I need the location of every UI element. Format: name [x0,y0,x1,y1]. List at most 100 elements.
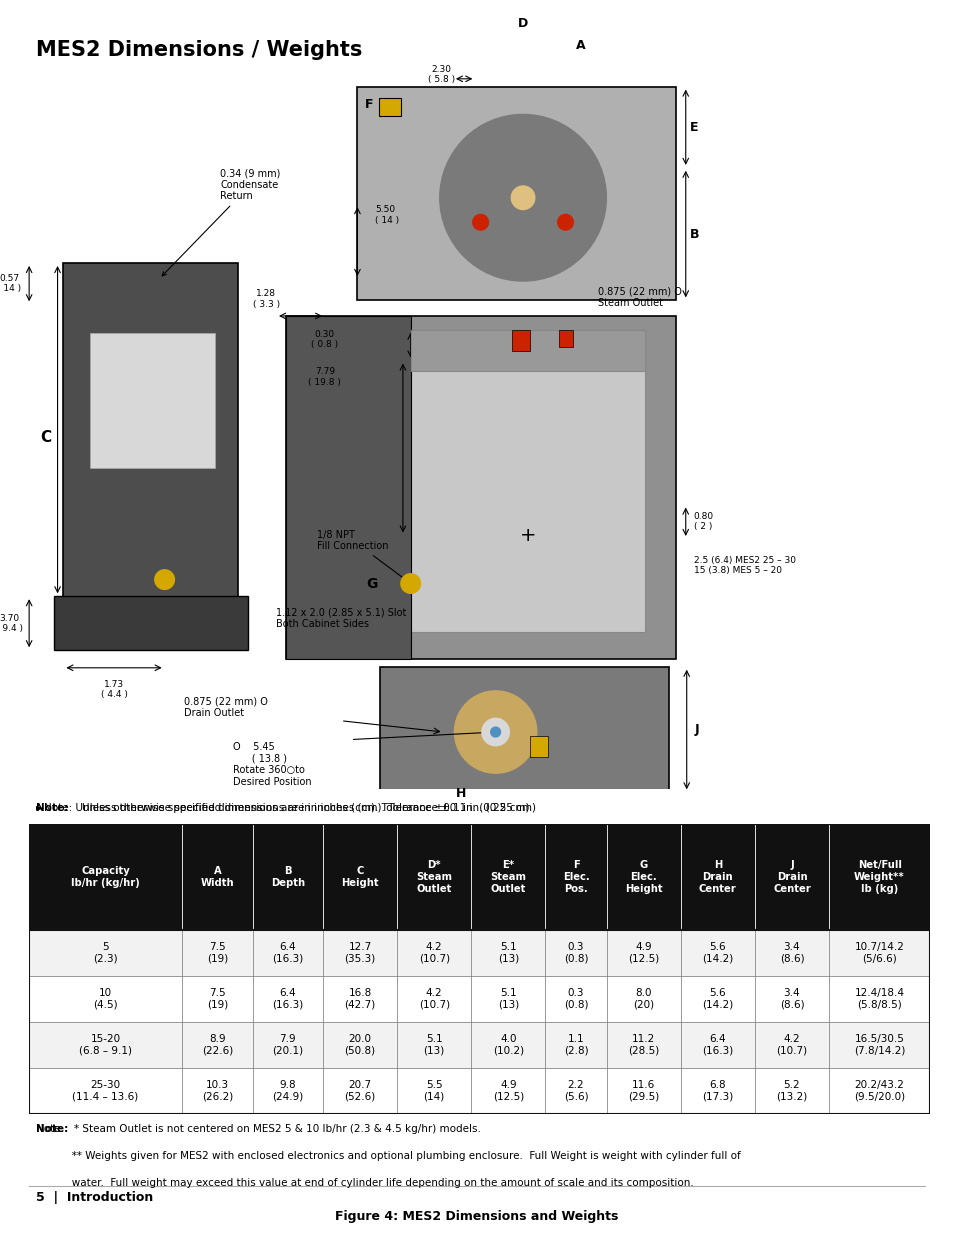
Circle shape [400,574,420,593]
Text: 8.0
(20): 8.0 (20) [633,988,654,1010]
Text: 5  |  Introduction: 5 | Introduction [36,1191,153,1204]
Text: 2.5 (6.4) MES2 25 – 30
15 (3.8) MES 5 – 20: 2.5 (6.4) MES2 25 – 30 15 (3.8) MES 5 – … [693,556,795,576]
Text: 3.4
(8.6): 3.4 (8.6) [779,942,803,963]
Text: 7.5
(19): 7.5 (19) [207,942,228,963]
Bar [378,99,400,116]
Text: 0.30
( 0.8 ): 0.30 ( 0.8 ) [311,330,338,350]
Bar [357,86,676,300]
Text: 6.8
(17.3): 6.8 (17.3) [701,1079,733,1102]
Text: 10.3
(26.2): 10.3 (26.2) [202,1079,233,1102]
Text: 5.6
(14.2): 5.6 (14.2) [701,988,733,1010]
Text: H
Drain
Center: H Drain Center [699,860,736,894]
Text: 5.1
(13): 5.1 (13) [497,942,518,963]
Bar [411,330,644,631]
Text: 8.9
(22.6): 8.9 (22.6) [202,1034,233,1056]
Text: 25-30
(11.4 – 13.6): 25-30 (11.4 – 13.6) [72,1079,138,1102]
Text: 1.28
( 3.3 ): 1.28 ( 3.3 ) [253,289,279,309]
Bar [29,976,929,1021]
Text: 1/8 NPT
Fill Connection: 1/8 NPT Fill Connection [316,530,407,582]
Bar [286,316,411,659]
Bar [411,330,644,370]
Text: C: C [41,430,51,445]
Text: 7.9
(20.1): 7.9 (20.1) [272,1034,303,1056]
Text: 16.8
(42.7): 16.8 (42.7) [344,988,375,1010]
Text: MES2 Dimensions / Weights: MES2 Dimensions / Weights [36,40,362,59]
Text: 10
(4.5): 10 (4.5) [93,988,117,1010]
Text: Capacity
lb/hr (kg/hr): Capacity lb/hr (kg/hr) [71,866,140,888]
Text: 0.57
( 14 ): 0.57 ( 14 ) [0,274,22,294]
Bar [286,316,676,659]
Text: 1.12 x 2.0 (2.85 x 5.1) Slot
Both Cabinet Sides: 1.12 x 2.0 (2.85 x 5.1) Slot Both Cabine… [275,608,406,629]
Bar [29,1068,929,1114]
Text: 7.5
(19): 7.5 (19) [207,988,228,1010]
Text: C
Height: C Height [341,866,378,888]
Text: 4.2
(10.7): 4.2 (10.7) [776,1034,806,1056]
Text: ►Note: Unless otherwise specified dimensions are in inches (cm). Tolerance ±0.1 : ►Note: Unless otherwise specified dimens… [36,803,529,813]
Text: 5.6
(14.2): 5.6 (14.2) [701,942,733,963]
Bar [512,330,529,351]
Text: 0.80
( 2 ): 0.80 ( 2 ) [693,513,713,531]
Bar [530,736,547,757]
Text: 4.9
(12.5): 4.9 (12.5) [492,1079,523,1102]
Text: ** Weights given for MES2 with enclosed electronics and optional plumbing enclos: ** Weights given for MES2 with enclosed … [36,1151,740,1161]
Text: 12.7
(35.3): 12.7 (35.3) [344,942,375,963]
Text: 3.4
(8.6): 3.4 (8.6) [779,988,803,1010]
Text: 11.2
(28.5): 11.2 (28.5) [627,1034,659,1056]
Text: 20.0
(50.8): 20.0 (50.8) [344,1034,375,1056]
Circle shape [511,186,535,210]
Text: Unless otherwise specified dimensions are in inches (cm). Tolerance ±0.1 in. (0.: Unless otherwise specified dimensions ar… [82,803,536,813]
Text: 1.73
( 4.4 ): 1.73 ( 4.4 ) [100,679,128,699]
Circle shape [481,719,509,746]
Text: 6.4
(16.3): 6.4 (16.3) [701,1034,733,1056]
Text: G: G [366,577,377,590]
Text: 20.7
(52.6): 20.7 (52.6) [344,1079,375,1102]
Text: +: + [519,526,536,545]
Text: D: D [517,17,528,30]
Text: H: H [456,787,466,800]
Circle shape [154,569,174,589]
Text: 11.6
(29.5): 11.6 (29.5) [627,1079,659,1102]
Text: 9.8
(24.9): 9.8 (24.9) [272,1079,303,1102]
Text: G
Elec.
Height: G Elec. Height [624,860,662,894]
Text: J: J [694,722,699,736]
Text: A
Width: A Width [200,866,234,888]
Bar [63,263,237,650]
Bar [29,824,929,930]
Text: A: A [575,40,584,52]
Text: J
Drain
Center: J Drain Center [772,860,810,894]
Text: 6.4
(16.3): 6.4 (16.3) [272,988,303,1010]
Text: 20.2/43.2
(9.5/20.0): 20.2/43.2 (9.5/20.0) [853,1079,904,1102]
Text: water.  Full weight may exceed this value at end of cylinder life depending on t: water. Full weight may exceed this value… [36,1178,693,1188]
Text: 0.3
(0.8): 0.3 (0.8) [563,942,588,963]
Text: D*
Steam
Outlet: D* Steam Outlet [416,860,452,894]
Text: 2.2
(5.6): 2.2 (5.6) [563,1079,588,1102]
Bar [53,597,248,650]
Text: 0.3
(0.8): 0.3 (0.8) [563,988,588,1010]
Text: Net/Full
Weight**
lb (kg): Net/Full Weight** lb (kg) [853,860,904,894]
Bar [29,930,929,976]
Text: 5.1
(13): 5.1 (13) [497,988,518,1010]
Circle shape [490,727,500,737]
Bar [29,1021,929,1068]
Bar [379,667,668,793]
Text: Note:: Note: [36,1124,69,1134]
Text: 3.70
( 9.4 ): 3.70 ( 9.4 ) [0,614,23,634]
Text: B: B [689,227,699,241]
Text: 0.875 (22 mm) O
Steam Outlet: 0.875 (22 mm) O Steam Outlet [598,287,681,309]
Text: F
Elec.
Pos.: F Elec. Pos. [562,860,589,894]
Text: 5.5
(14): 5.5 (14) [423,1079,444,1102]
Circle shape [473,215,488,230]
Text: 5
(2.3): 5 (2.3) [93,942,117,963]
Text: 2.30
( 5.8 ): 2.30 ( 5.8 ) [428,65,455,84]
Text: E*
Steam
Outlet: E* Steam Outlet [490,860,526,894]
Text: B
Depth: B Depth [271,866,305,888]
Text: 7.79
( 19.8 ): 7.79 ( 19.8 ) [308,368,341,387]
Bar [90,332,215,468]
Text: 5.1
(13): 5.1 (13) [423,1034,444,1056]
Bar [558,330,572,347]
Text: 1.1
(2.8): 1.1 (2.8) [563,1034,588,1056]
Text: Note:: Note: [36,803,69,813]
Circle shape [558,215,573,230]
Text: Figure 4: MES2 Dimensions and Weights: Figure 4: MES2 Dimensions and Weights [335,1210,618,1224]
Text: 12.4/18.4
(5.8/8.5): 12.4/18.4 (5.8/8.5) [854,988,903,1010]
